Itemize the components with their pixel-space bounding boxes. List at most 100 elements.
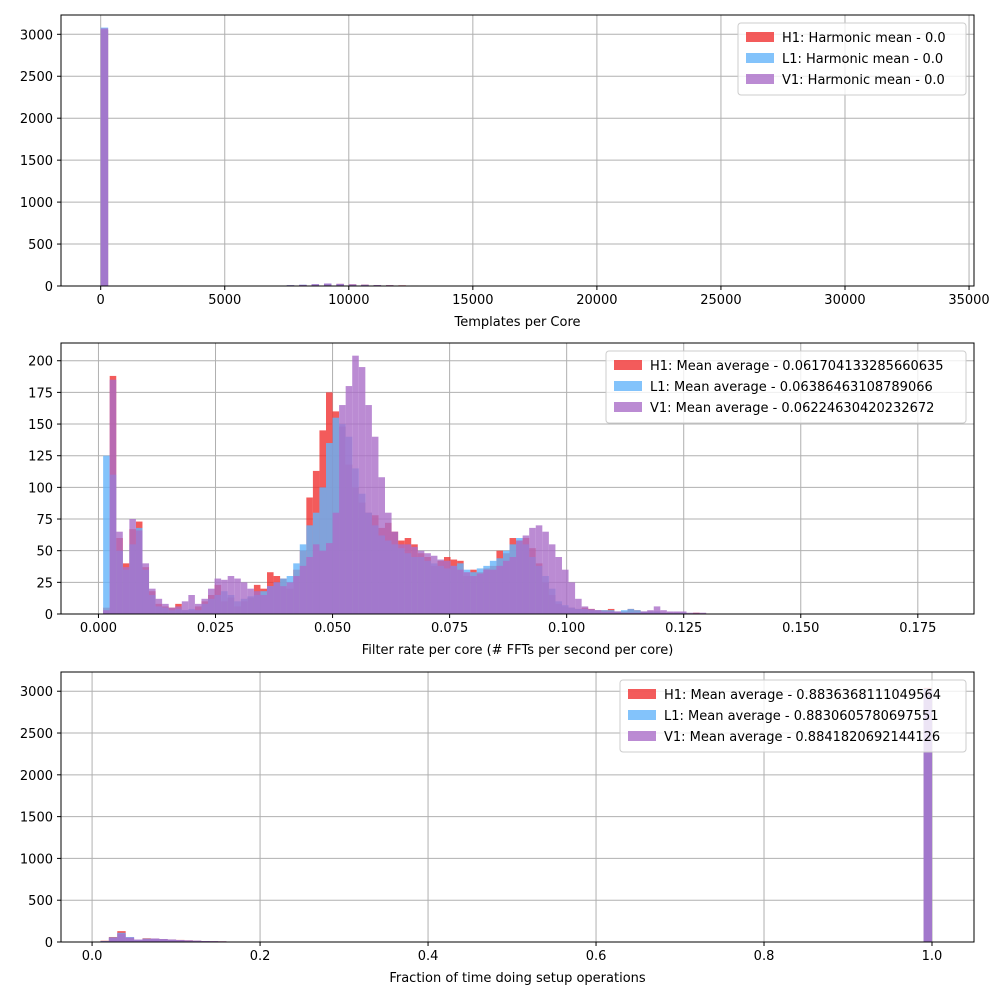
x-axis-label: Fraction of time doing setup operations [389,971,646,986]
histogram-bar [100,28,109,287]
subplot-3: 0.0 0.2 0.4 0.6 0.8 1.0 0 500 1000 1500 2000 2500 30… [20,671,975,986]
legend-swatch [628,710,656,720]
histogram-bar [273,582,281,614]
histogram-bar [293,576,300,614]
series-H1 [100,30,488,286]
histogram-bar [509,557,517,614]
x-tick-label: 10000 [328,293,369,308]
y-tick-label: 100 [28,481,53,496]
y-tick-label: 50 [36,545,53,560]
histogram-bar [319,550,327,614]
y-tick-label: 1000 [20,196,53,211]
histogram-bar [666,611,674,614]
x-tick-label: 1.0 [922,949,943,964]
histogram-bar [424,553,431,614]
y-tick-label: 0 [45,608,53,623]
histogram-bar [122,567,130,614]
series-V1 [100,28,488,287]
subplot-1: 0 5000 10000 15000 20000 25000 30000 35000 0 500 1… [20,14,990,330]
x-tick-label: 0.075 [431,621,468,636]
histogram-bar [345,386,353,614]
histogram-bar [117,933,126,942]
axes-frame [60,671,975,943]
histogram-bar [134,939,143,942]
histogram-bar [378,477,385,614]
y-tick-label: 0 [45,280,53,295]
legend-label: L1: Mean average - 0.06386463108789066 [650,380,933,395]
histogram-bar [201,940,210,942]
subplot-2: 0.000 0.025 0.050 0.075 0.100 0.125 0.150 0.175… [28,342,975,658]
histogram-bar [516,540,523,614]
histogram-bar [561,569,569,614]
histogram-bar [673,611,680,614]
histogram-bar [109,379,117,614]
histogram-bar [103,610,110,614]
x-axis-label: Templates per Core [453,315,580,330]
histogram-bar [323,283,332,286]
histogram-bar [176,939,185,942]
legend-swatch [746,74,774,84]
histogram-bar [594,610,602,614]
histogram-bar [142,939,151,942]
histogram-bar [417,550,425,614]
series-L1 [100,27,456,286]
histogram-bar [699,612,707,614]
y-tick-label: 500 [28,238,53,253]
x-tick-label: 0.050 [314,621,351,636]
histogram-bar [240,582,248,614]
legend: H1: Harmonic mean - 0.0 L1: Harmonic mean… [737,22,967,96]
histogram-bar [267,586,274,614]
histogram-bar [162,603,169,614]
x-tick-label: 0 [97,293,105,308]
histogram-bar [522,535,530,614]
legend-label: H1: Mean average - 0.061704133285660635 [650,359,944,374]
histogram-bar [103,455,110,614]
histogram-bar [227,576,235,614]
histogram-bar [108,937,118,942]
histogram-bar [627,608,635,614]
legend-label: H1: Harmonic mean - 0.0 [782,31,946,46]
legend-label: L1: Harmonic mean - 0.0 [782,52,943,67]
histogram-bar [365,405,372,614]
legend-label: V1: Mean average - 0.06224630420232672 [650,401,934,416]
x-tick-label: 0.150 [782,621,819,636]
x-tick-label: 0.125 [665,621,702,636]
x-tick-label: 20000 [576,293,617,308]
histogram-bar [411,546,418,614]
y-tick-label: 1500 [20,811,53,826]
histogram-bar [489,569,497,614]
histogram-bar [155,598,163,614]
histogram-bar [234,578,241,614]
y-tick-label: 25 [36,576,53,591]
histogram-bar [588,608,595,614]
legend-swatch [628,689,656,699]
histogram-bar [398,544,405,614]
series-V1 [100,690,933,942]
histogram-bar [312,544,320,614]
histogram-bar [286,582,294,614]
histogram-bar [653,606,661,614]
histogram-bar [679,611,687,614]
histogram-bar [194,603,202,614]
histogram-bar [581,606,589,614]
x-tick-label: 0.0 [82,949,103,964]
x-tick-label: 25000 [700,293,741,308]
histogram-bar [280,586,287,614]
histogram-bar [443,560,451,614]
histogram-bar [640,611,648,614]
histogram-bar [371,436,379,614]
histogram-bar [575,598,582,614]
histogram-bar [332,512,340,614]
legend-label: V1: Harmonic mean - 0.0 [782,73,945,88]
x-tick-label: 0.025 [197,621,234,636]
histogram-bar [384,512,392,614]
y-tick-label: 500 [28,894,53,909]
histogram-bar [647,610,654,614]
legend: H1: Mean average - 0.8836368111049564 L1:… [619,679,967,753]
y-tick-label: 1500 [20,154,53,169]
legend-swatch [614,360,642,370]
legend-box [737,22,967,96]
histogram-bar [457,569,464,614]
histogram-bar [326,443,333,614]
